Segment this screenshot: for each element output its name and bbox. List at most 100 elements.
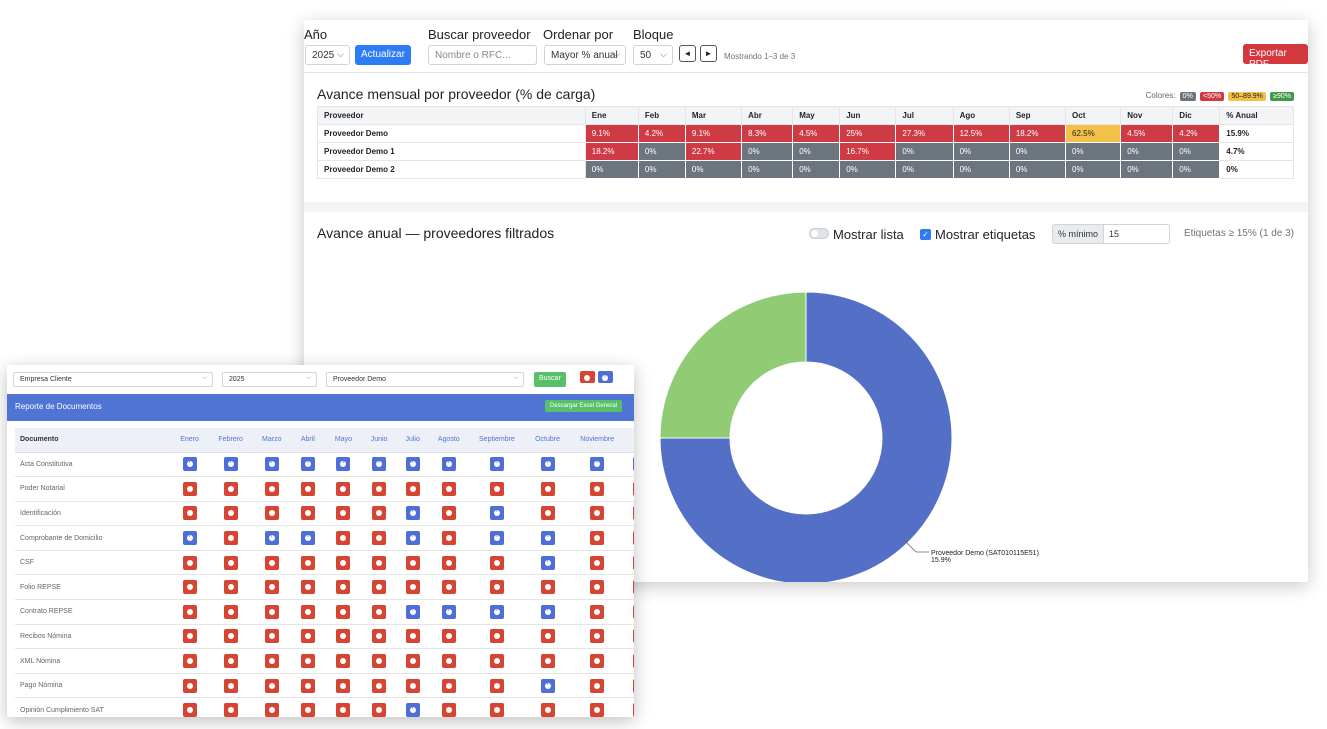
missing-icon[interactable] <box>590 555 605 570</box>
next-page-button[interactable]: ► <box>700 45 717 62</box>
missing-icon[interactable] <box>264 555 279 570</box>
pending-icon[interactable] <box>336 457 351 472</box>
missing-icon[interactable] <box>264 654 279 669</box>
missing-icon[interactable] <box>590 678 605 693</box>
missing-icon[interactable] <box>372 506 387 521</box>
missing-icon[interactable] <box>223 604 238 619</box>
pending-icon[interactable] <box>489 531 504 546</box>
missing-icon[interactable] <box>372 703 387 717</box>
missing-icon[interactable] <box>632 654 634 669</box>
pending-icon[interactable] <box>489 506 504 521</box>
min-percent-input[interactable]: 15 <box>1103 225 1169 243</box>
missing-icon[interactable] <box>590 629 605 644</box>
missing-icon[interactable] <box>372 678 387 693</box>
missing-icon[interactable] <box>441 580 456 595</box>
pending-icon[interactable] <box>264 457 279 472</box>
missing-icon[interactable] <box>300 678 315 693</box>
report-search-button[interactable]: Buscar <box>534 372 566 387</box>
missing-icon[interactable] <box>405 629 420 644</box>
missing-icon[interactable] <box>264 703 279 717</box>
missing-icon[interactable] <box>264 629 279 644</box>
search-input[interactable]: Nombre o RFC... <box>428 45 537 65</box>
missing-icon[interactable] <box>489 555 504 570</box>
pending-icon[interactable] <box>405 457 420 472</box>
prev-page-button[interactable]: ◄ <box>679 45 696 62</box>
pending-icon[interactable] <box>489 604 504 619</box>
missing-icon[interactable] <box>590 481 605 496</box>
donut-slice[interactable] <box>659 291 953 582</box>
missing-icon[interactable] <box>405 678 420 693</box>
missing-icon[interactable] <box>372 604 387 619</box>
missing-icon[interactable] <box>223 703 238 717</box>
missing-icon[interactable] <box>300 580 315 595</box>
missing-icon[interactable] <box>264 678 279 693</box>
missing-icon[interactable] <box>372 629 387 644</box>
missing-icon[interactable] <box>372 555 387 570</box>
download-excel-button[interactable]: Descargar Excel General <box>545 400 623 412</box>
missing-icon[interactable] <box>632 604 634 619</box>
missing-icon[interactable] <box>632 555 634 570</box>
missing-icon[interactable] <box>336 654 351 669</box>
missing-icon[interactable] <box>441 629 456 644</box>
pending-icon[interactable] <box>405 506 420 521</box>
missing-icon[interactable] <box>336 506 351 521</box>
missing-icon[interactable] <box>441 654 456 669</box>
missing-icon[interactable] <box>441 531 456 546</box>
pending-icon[interactable] <box>540 604 555 619</box>
missing-icon[interactable] <box>182 506 197 521</box>
report-year-select[interactable]: 2025 ⌵ <box>222 372 317 387</box>
pending-icon[interactable] <box>300 457 315 472</box>
export-pdf-button[interactable]: Exportar PDF <box>1243 44 1308 70</box>
missing-icon[interactable] <box>441 506 456 521</box>
missing-icon[interactable] <box>182 555 197 570</box>
missing-icon[interactable] <box>223 678 238 693</box>
missing-icon[interactable] <box>223 580 238 595</box>
missing-icon[interactable] <box>405 555 420 570</box>
pending-icon[interactable] <box>540 531 555 546</box>
missing-icon[interactable] <box>223 555 238 570</box>
missing-icon[interactable] <box>405 654 420 669</box>
missing-icon[interactable] <box>182 678 197 693</box>
year-select[interactable]: 2025 ⌵ <box>305 45 350 65</box>
missing-icon[interactable] <box>300 604 315 619</box>
pending-icon[interactable] <box>372 457 387 472</box>
pending-icon[interactable] <box>489 457 504 472</box>
missing-icon[interactable] <box>540 481 555 496</box>
missing-icon[interactable] <box>182 654 197 669</box>
missing-icon[interactable] <box>336 629 351 644</box>
missing-icon[interactable] <box>336 703 351 717</box>
missing-icon[interactable] <box>489 629 504 644</box>
missing-icon[interactable] <box>540 629 555 644</box>
missing-icon[interactable] <box>264 580 279 595</box>
missing-icon[interactable] <box>489 703 504 717</box>
provider-select[interactable]: Proveedor Demo ⌵ <box>326 372 524 387</box>
missing-icon[interactable] <box>336 531 351 546</box>
missing-icon[interactable] <box>182 580 197 595</box>
missing-icon[interactable] <box>223 531 238 546</box>
missing-icon[interactable] <box>590 506 605 521</box>
missing-icon[interactable] <box>372 531 387 546</box>
pending-icon[interactable] <box>405 604 420 619</box>
block-select[interactable]: 50 ⌵ <box>633 45 673 65</box>
missing-icon[interactable] <box>632 580 634 595</box>
missing-icon[interactable] <box>182 481 197 496</box>
missing-icon[interactable] <box>182 604 197 619</box>
missing-icon[interactable] <box>632 531 634 546</box>
missing-icon[interactable] <box>372 654 387 669</box>
missing-icon[interactable] <box>300 629 315 644</box>
order-select[interactable]: Mayor % anual ⌵ <box>544 45 626 65</box>
donut-slice[interactable] <box>659 291 807 439</box>
missing-icon[interactable] <box>441 481 456 496</box>
missing-icon[interactable] <box>441 703 456 717</box>
pending-icon[interactable] <box>264 531 279 546</box>
missing-icon[interactable] <box>300 703 315 717</box>
missing-icon[interactable] <box>336 481 351 496</box>
missing-icon[interactable] <box>441 678 456 693</box>
show-list-toggle[interactable] <box>809 228 829 239</box>
pending-icon[interactable] <box>223 457 238 472</box>
missing-icon[interactable] <box>540 703 555 717</box>
pending-icon[interactable] <box>540 678 555 693</box>
pending-icon[interactable] <box>300 531 315 546</box>
pending-icon[interactable] <box>632 457 634 472</box>
missing-icon[interactable] <box>632 629 634 644</box>
